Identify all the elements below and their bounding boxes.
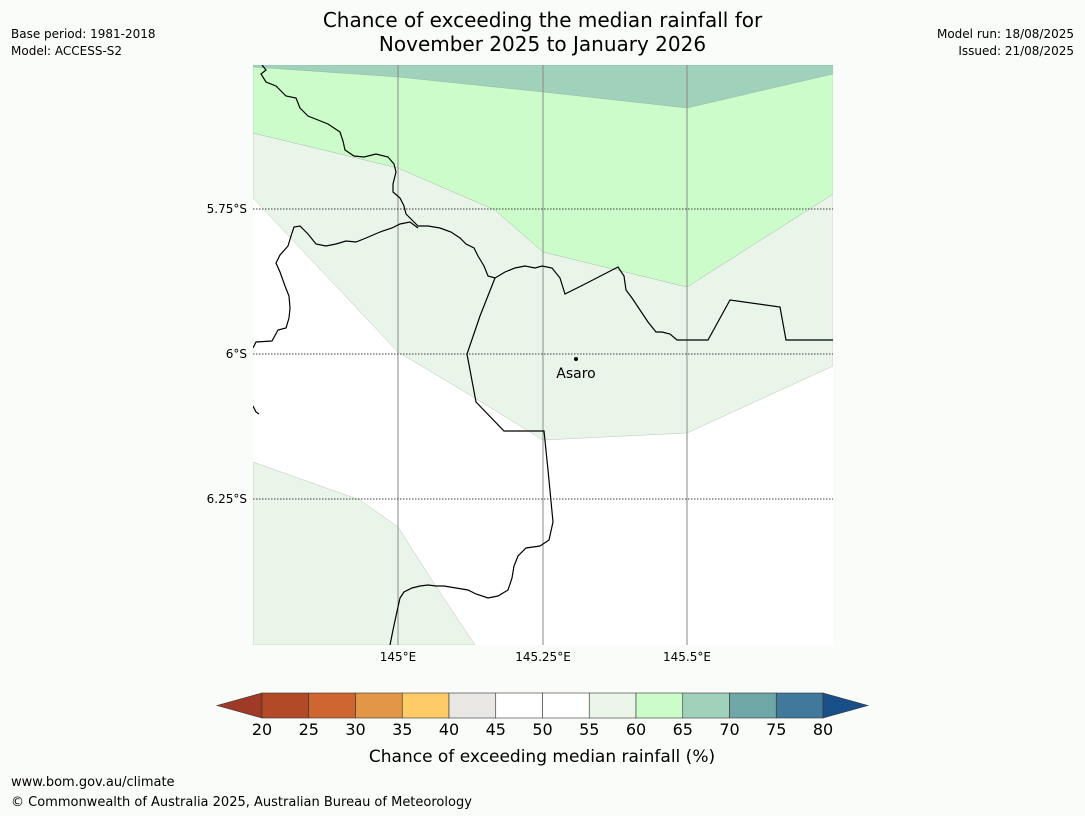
map-panel (253, 65, 833, 645)
footer-copyright: © Commonwealth of Australia 2025, Austra… (11, 795, 472, 810)
colorbar-tick-label: 45 (486, 720, 506, 739)
colorbar-segment (308, 692, 356, 719)
province-boundary-central (253, 221, 419, 349)
lat-label-6-25s: 6.25°S (207, 492, 247, 506)
province-boundary-north (260, 65, 833, 341)
province-boundary-west-fragment (253, 405, 260, 415)
meta-right: Model run: 18/08/2025 Issued: 21/08/2025 (937, 26, 1074, 60)
colorbar-extend-low (215, 692, 263, 719)
colorbar-segment (495, 692, 543, 719)
model-text: Model: ACCESS-S2 (11, 44, 123, 58)
colorbar-tick-label: 65 (673, 720, 693, 739)
colorbar-tick-label: 20 (252, 720, 272, 739)
footer-url[interactable]: www.bom.gov.au/climate (11, 775, 175, 790)
lat-label-5-75s: 5.75°S (207, 202, 247, 216)
lon-label-145-25e: 145.25°E (515, 650, 571, 664)
lon-label-145-5e: 145.5°E (663, 650, 711, 664)
colorbar-label: Chance of exceeding median rainfall (%) (369, 747, 715, 767)
colorbar-segment (635, 692, 684, 719)
colorbar-tick-label: 75 (766, 720, 786, 739)
colorbar-segment (682, 692, 730, 719)
asaro-marker (574, 357, 578, 361)
colorbar-tick-label: 50 (532, 720, 552, 739)
colorbar-segment (355, 692, 403, 719)
colorbar-segment (542, 692, 590, 719)
issued-text: Issued: 21/08/2025 (958, 44, 1074, 58)
colorbar-tick-label: 80 (813, 720, 833, 739)
base-period-text: Base period: 1981-2018 (11, 27, 156, 41)
asaro-label: Asaro (556, 366, 595, 382)
colorbar-tick-label: 25 (299, 720, 319, 739)
colorbar-extend-high (822, 692, 870, 719)
colorbar-tick-label: 60 (626, 720, 646, 739)
colorbar: 20 25 30 35 40 45 50 55 60 65 70 75 80 (215, 692, 870, 739)
colorbar-segment (261, 692, 310, 719)
colorbar-segment (729, 692, 777, 719)
colorbar-segment (448, 692, 497, 719)
model-run-text: Model run: 18/08/2025 (936, 27, 1074, 41)
colorbar-segment (775, 692, 824, 719)
lat-label-6s: 6°S (226, 347, 247, 361)
colorbar-tick-label: 35 (392, 720, 412, 739)
title-line-1: Chance of exceeding the median rainfall … (322, 8, 763, 32)
colorbar-tick-label: 30 (345, 720, 365, 739)
colorbar-segment (588, 692, 637, 719)
colorbar-tick-label: 40 (439, 720, 459, 739)
colorbar-segment (401, 692, 450, 719)
colorbar-tick-label: 70 (719, 720, 739, 739)
region-55-60-southwest (253, 461, 476, 645)
title-line-2: November 2025 to January 2026 (378, 32, 707, 56)
meta-left: Base period: 1981-2018 Model: ACCESS-S2 (11, 26, 156, 60)
chart-title: Chance of exceeding the median rainfall … (0, 8, 1085, 56)
colorbar-tick-label: 55 (579, 720, 599, 739)
lon-label-145e: 145°E (380, 650, 417, 664)
province-boundary-south (389, 277, 554, 645)
